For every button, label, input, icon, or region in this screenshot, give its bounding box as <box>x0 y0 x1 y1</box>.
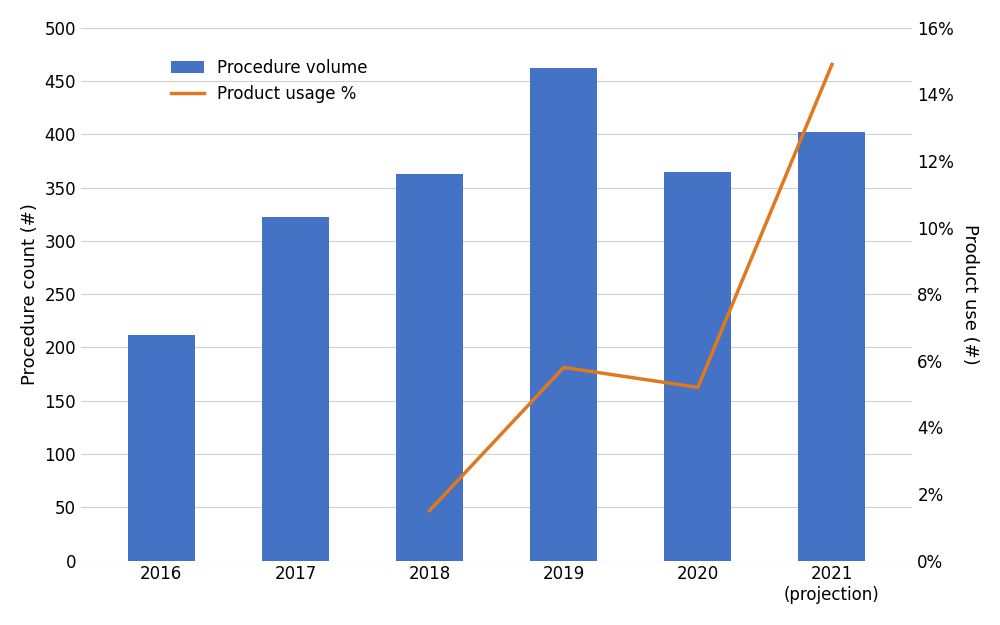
Product usage % <box>692 384 704 391</box>
Y-axis label: Procedure count (#): Procedure count (#) <box>21 203 39 385</box>
Bar <box>530 68 597 561</box>
Bar <box>128 334 195 561</box>
Bar <box>798 132 865 561</box>
Product usage % <box>424 507 436 514</box>
Product usage % <box>558 364 570 371</box>
Bar <box>262 217 329 561</box>
Bar <box>664 172 731 561</box>
Line: Product usage %: Product usage % <box>430 64 832 511</box>
Legend: Procedure volume, Product usage %: Procedure volume, Product usage % <box>164 52 375 110</box>
Product usage % <box>826 61 838 68</box>
Y-axis label: Product use (#): Product use (#) <box>961 224 979 364</box>
Bar <box>396 174 463 561</box>
